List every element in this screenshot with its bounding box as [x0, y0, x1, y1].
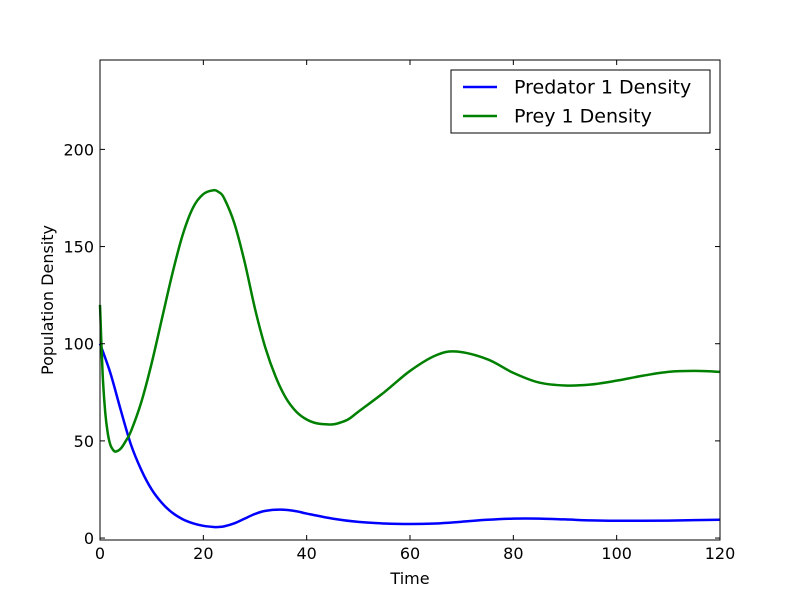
plot-area — [100, 60, 720, 540]
legend: Predator 1 Density Prey 1 Density — [450, 69, 711, 134]
y-tick-label: 100 — [63, 335, 94, 354]
y-tick-label: 50 — [74, 432, 94, 451]
x-tick-label: 40 — [296, 544, 316, 563]
x-tick-label: 20 — [193, 544, 213, 563]
y-axis-label: Population Density — [38, 225, 57, 375]
x-axis-label: Time — [389, 569, 429, 588]
y-axis: 0 50 100 150 200 — [63, 140, 720, 548]
x-axis: 0 20 40 60 80 100 120 — [95, 60, 735, 563]
x-tick-label: 0 — [95, 544, 105, 563]
y-tick-label: 0 — [84, 529, 94, 548]
legend-label: Prey 1 Density — [514, 106, 652, 128]
x-tick-label: 100 — [601, 544, 632, 563]
legend-box — [450, 69, 711, 134]
series-layer — [98, 188, 721, 529]
x-tick-label: 80 — [503, 544, 523, 563]
x-tick-label: 60 — [400, 544, 420, 563]
y-tick-label: 150 — [63, 238, 94, 257]
y-tick-label: 200 — [63, 140, 94, 159]
series-line-predator-1-density — [98, 343, 721, 529]
x-tick-label: 120 — [705, 544, 736, 563]
legend-label: Predator 1 Density — [514, 77, 691, 99]
series-line-prey-1-density — [98, 188, 721, 453]
